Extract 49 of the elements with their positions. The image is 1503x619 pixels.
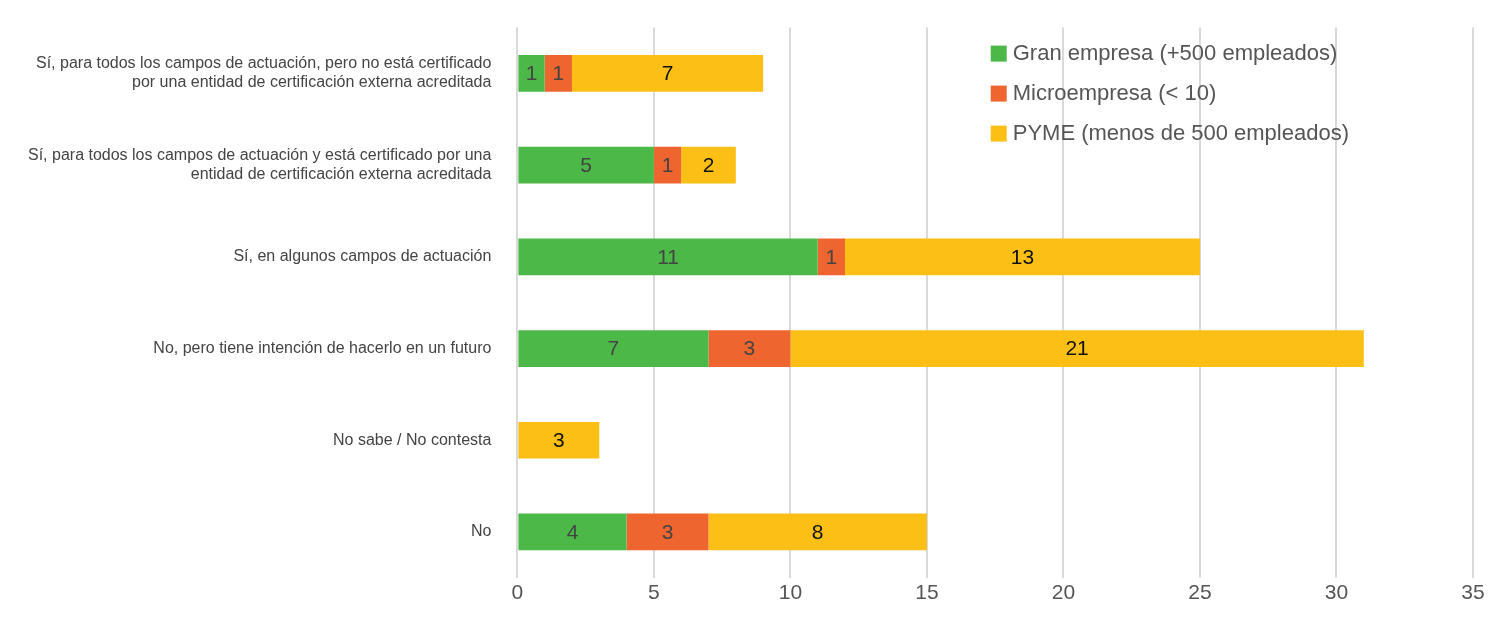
data-label: 1	[825, 244, 838, 268]
x-tick-label: 5	[648, 580, 660, 604]
data-label: 8	[811, 519, 824, 543]
bar	[681, 146, 736, 184]
x-tick-label: 10	[778, 580, 803, 604]
bar	[518, 55, 545, 92]
x-tick-label: 0	[511, 580, 524, 604]
data-label: 1	[525, 61, 538, 85]
data-label: 3	[552, 428, 565, 452]
y-tick-label: No	[470, 522, 492, 540]
y-tick-label: No, pero tiene intención de hacerlo en un futuro	[153, 338, 492, 356]
y-tick-label: Sí, para todos los campos de actuación y está certificado por una entidad de certificación externa acreditada	[28, 145, 492, 183]
bar	[845, 238, 1200, 276]
x-tick-label: 15	[915, 580, 939, 604]
bar	[708, 513, 927, 551]
data-label: 7	[661, 61, 674, 85]
y-tick-label: Sí, en algunos campos de actuación	[233, 247, 492, 265]
legend-label: Microempresa (< 10)	[1012, 79, 1217, 105]
data-label: 1	[661, 152, 674, 176]
bar	[626, 513, 709, 551]
data-label: 3	[661, 519, 674, 543]
legend-label: Gran empresa (+500 empleados)	[1012, 39, 1338, 65]
bar	[518, 146, 654, 184]
x-tick-label: 20	[1051, 580, 1076, 604]
x-tick-label: 30	[1324, 580, 1349, 604]
bar	[817, 238, 846, 276]
bar	[518, 421, 600, 459]
legend-label: PYME (menos de 500 empleados)	[1012, 119, 1350, 145]
data-label: 11	[657, 244, 679, 268]
bar	[518, 238, 818, 276]
bar	[708, 330, 791, 367]
bar	[544, 55, 572, 92]
bar	[790, 330, 1364, 367]
bar	[518, 513, 627, 551]
bar	[518, 330, 709, 367]
bar	[653, 146, 682, 184]
data-label: 3	[743, 336, 756, 360]
data-label: 13	[1010, 244, 1035, 268]
data-label: 1	[552, 61, 565, 85]
data-label: 21	[1065, 336, 1089, 360]
x-tick-label: 35	[1461, 580, 1485, 604]
y-tick-label: Sí, para todos los campos de actuación, pero no está certificado por una entidad de certificación externa acreditada	[36, 54, 492, 91]
y-tick-label: No sabe / No contesta	[333, 430, 492, 448]
data-label: 4	[566, 519, 579, 543]
x-tick-label: 25	[1188, 580, 1212, 604]
data-label: 2	[702, 152, 715, 176]
data-label: 7	[607, 336, 620, 360]
data-label: 5	[580, 152, 592, 176]
bar	[571, 55, 764, 92]
